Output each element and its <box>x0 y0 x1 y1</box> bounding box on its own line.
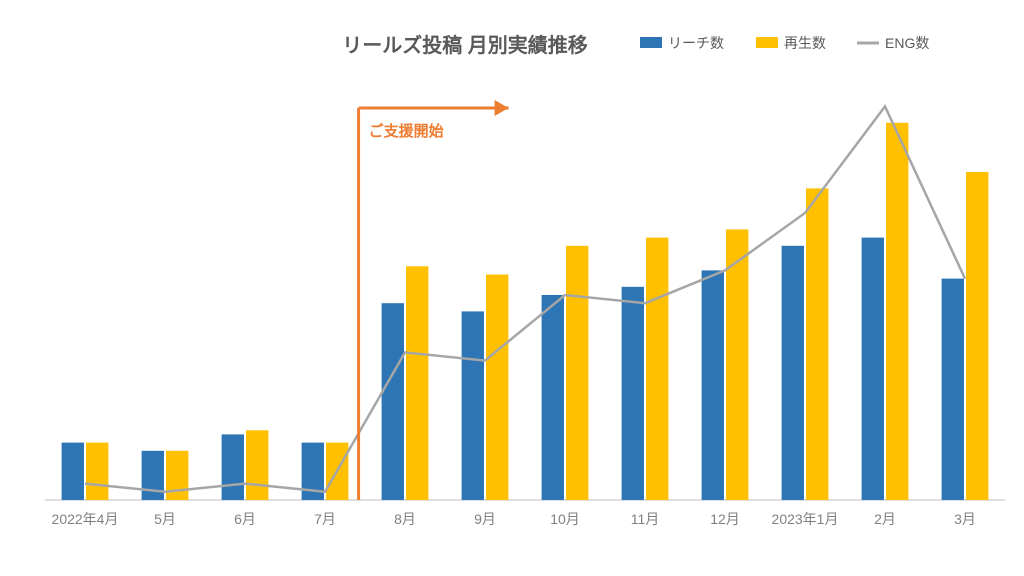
x-axis-label: 2023年1月 <box>772 511 839 527</box>
bar-リーチ数 <box>622 287 644 500</box>
bar-再生数 <box>806 188 828 500</box>
bar-再生数 <box>566 246 588 500</box>
x-axis-label: 5月 <box>154 511 176 527</box>
x-axis-label: 2022年4月 <box>52 511 119 527</box>
annotation-label: ご支援開始 <box>369 122 444 140</box>
x-axis-label: 6月 <box>234 511 256 527</box>
bar-リーチ数 <box>462 311 484 500</box>
bar-再生数 <box>726 229 748 500</box>
bar-リーチ数 <box>382 303 404 500</box>
chart-container: 2022年4月 5月 6月 7月 8月 9月 10月 11月 12月 2023年1月 2月 3月 リール… <box>0 0 1024 576</box>
legend-label: 再生数 <box>784 35 826 51</box>
bar-再生数 <box>486 275 508 501</box>
legend-label: ENG数 <box>885 35 929 51</box>
x-axis-label: 7月 <box>314 511 336 527</box>
x-axis-label: 3月 <box>954 511 976 527</box>
bar-再生数 <box>886 123 908 500</box>
legend-swatch <box>756 37 778 48</box>
bar-リーチ数 <box>782 246 804 500</box>
bar-再生数 <box>166 451 188 500</box>
bar-リーチ数 <box>862 238 884 500</box>
x-axis-label: 12月 <box>710 511 740 527</box>
bar-リーチ数 <box>942 279 964 500</box>
x-axis-label: 9月 <box>474 511 496 527</box>
bar-リーチ数 <box>142 451 164 500</box>
bar-リーチ数 <box>542 295 564 500</box>
bar-リーチ数 <box>62 443 84 500</box>
bar-リーチ数 <box>222 434 244 500</box>
legend-swatch <box>640 37 662 48</box>
legend-label: リーチ数 <box>668 35 724 51</box>
x-axis-label: 11月 <box>631 511 660 527</box>
chart-title: リールズ投稿 月別実績推移 <box>342 33 588 57</box>
bar-リーチ数 <box>702 270 724 500</box>
bar-再生数 <box>966 172 988 500</box>
x-axis-label: 10月 <box>550 511 580 527</box>
x-axis-label: 2月 <box>874 511 896 527</box>
bar-再生数 <box>246 430 268 500</box>
chart-svg: 2022年4月 5月 6月 7月 8月 9月 10月 11月 12月 2023年1月 2月 3月 リール… <box>0 0 1024 576</box>
bar-再生数 <box>86 443 108 500</box>
x-axis-label: 8月 <box>394 511 416 527</box>
bar-再生数 <box>646 238 668 500</box>
bar-再生数 <box>406 266 428 500</box>
